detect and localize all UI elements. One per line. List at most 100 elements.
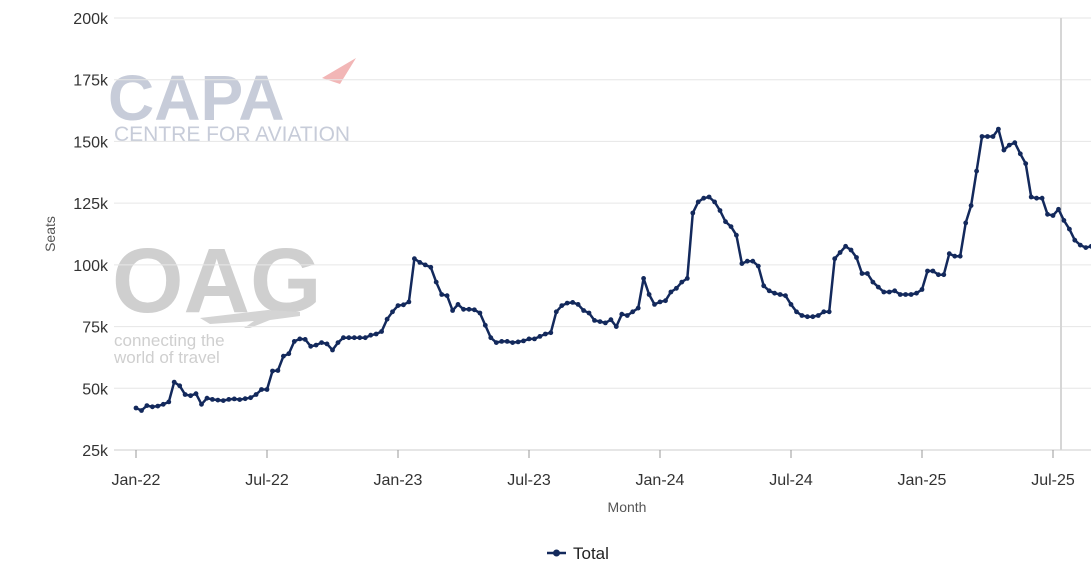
data-point bbox=[1017, 151, 1023, 157]
data-point bbox=[865, 271, 870, 276]
data-point bbox=[417, 260, 423, 265]
x-tick-label: Jan-25 bbox=[898, 472, 947, 489]
data-point bbox=[1012, 140, 1018, 146]
data-point bbox=[139, 408, 144, 413]
x-tick-label: Jul-23 bbox=[507, 472, 551, 489]
data-point bbox=[428, 264, 434, 270]
data-point bbox=[723, 219, 728, 225]
data-point bbox=[1023, 161, 1029, 167]
data-point bbox=[799, 313, 805, 318]
data-point bbox=[946, 251, 952, 257]
x-tick-label: Jan-22 bbox=[112, 472, 161, 489]
data-point bbox=[886, 289, 892, 295]
data-point bbox=[903, 292, 908, 297]
legend[interactable]: Total bbox=[547, 544, 609, 563]
data-point bbox=[772, 290, 777, 296]
data-point bbox=[368, 332, 374, 338]
data-point bbox=[570, 300, 576, 305]
y-tick-label: 25k bbox=[82, 443, 109, 460]
data-point bbox=[237, 397, 243, 402]
oag-watermark: OAG connecting the world of travel bbox=[112, 230, 322, 367]
data-point bbox=[1028, 194, 1034, 200]
data-point bbox=[1056, 206, 1061, 212]
data-point bbox=[188, 393, 194, 399]
data-point bbox=[390, 309, 395, 315]
data-point bbox=[543, 331, 548, 337]
data-point bbox=[259, 387, 264, 392]
data-point bbox=[450, 308, 455, 313]
data-point bbox=[619, 311, 625, 317]
data-point bbox=[564, 300, 570, 306]
data-point bbox=[575, 302, 581, 307]
data-point bbox=[286, 351, 292, 357]
data-point bbox=[204, 395, 210, 401]
data-point bbox=[974, 168, 979, 174]
data-point bbox=[482, 322, 488, 328]
data-point bbox=[985, 134, 990, 139]
data-point bbox=[1006, 142, 1012, 148]
data-point bbox=[870, 279, 876, 285]
x-tick-label: Jul-22 bbox=[245, 472, 289, 489]
data-point bbox=[308, 343, 314, 349]
data-point bbox=[881, 289, 887, 295]
y-axis-title: Seats bbox=[42, 216, 58, 252]
x-tick-label: Jul-24 bbox=[769, 472, 813, 489]
data-point bbox=[963, 220, 969, 226]
data-point bbox=[444, 293, 450, 299]
data-point bbox=[346, 335, 352, 341]
data-point bbox=[379, 329, 384, 334]
capa-watermark: CAPA CENTRE FOR AVIATION bbox=[108, 58, 356, 146]
data-point bbox=[755, 263, 761, 269]
data-point bbox=[635, 305, 641, 311]
data-point bbox=[766, 288, 772, 294]
x-tick-label: Jan-23 bbox=[374, 472, 423, 489]
data-point bbox=[412, 256, 417, 262]
data-point bbox=[499, 339, 505, 344]
data-point bbox=[592, 318, 597, 323]
data-point bbox=[373, 331, 379, 337]
data-point bbox=[291, 339, 297, 344]
data-point bbox=[897, 292, 903, 297]
data-point bbox=[1088, 243, 1091, 249]
data-point bbox=[734, 232, 739, 238]
data-point bbox=[472, 307, 477, 313]
oag-airplane-icon bbox=[200, 310, 300, 328]
data-point bbox=[1001, 147, 1007, 153]
data-point bbox=[439, 292, 445, 297]
data-point bbox=[335, 340, 341, 345]
data-point bbox=[968, 203, 974, 209]
data-point bbox=[597, 319, 603, 324]
data-point bbox=[270, 368, 275, 374]
data-point bbox=[996, 126, 1001, 132]
data-point bbox=[750, 258, 756, 264]
data-point bbox=[608, 317, 614, 323]
data-point bbox=[805, 314, 810, 320]
data-point bbox=[581, 308, 586, 313]
capa-logo-text: CAPA bbox=[108, 62, 285, 134]
data-point bbox=[679, 279, 685, 285]
data-point bbox=[526, 336, 532, 342]
data-point bbox=[231, 396, 237, 402]
data-point bbox=[406, 299, 412, 305]
data-point bbox=[401, 302, 406, 308]
data-point bbox=[744, 258, 750, 264]
data-point bbox=[848, 247, 854, 253]
series-total bbox=[133, 126, 1091, 413]
data-point bbox=[215, 397, 221, 403]
data-point bbox=[330, 347, 335, 353]
series-line-total bbox=[135, 127, 1091, 412]
data-point bbox=[821, 309, 827, 315]
data-point bbox=[193, 391, 199, 397]
data-point bbox=[859, 271, 865, 276]
data-point bbox=[242, 396, 248, 402]
data-point bbox=[957, 253, 963, 259]
data-point bbox=[264, 387, 270, 392]
data-point bbox=[646, 292, 652, 297]
data-point bbox=[275, 368, 281, 373]
data-point bbox=[586, 310, 592, 316]
data-point bbox=[220, 398, 226, 403]
data-point bbox=[914, 290, 919, 296]
data-point bbox=[706, 194, 712, 200]
data-point bbox=[908, 292, 914, 297]
